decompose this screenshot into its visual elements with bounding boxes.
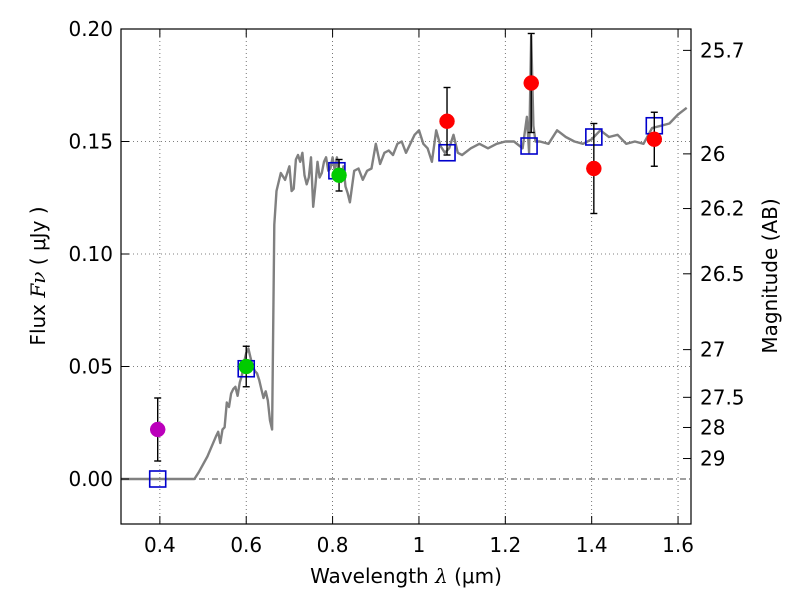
y2-tick-label: 26.5 [700, 262, 745, 286]
y2-tick-label: 27 [700, 338, 725, 362]
x-tick-label: 1 [413, 533, 426, 557]
plot-area [121, 29, 691, 524]
y2-tick-label: 25.7 [700, 38, 745, 62]
model-photometry-square [148, 470, 167, 488]
x-tick-label: 0.8 [317, 533, 349, 557]
x-tick-label: 1.2 [489, 533, 521, 557]
observed-red-point [646, 131, 663, 147]
y2-tick-label: 29 [700, 447, 725, 471]
observed-green-point [331, 167, 347, 183]
x-axis-label: Wavelength λ (μm) [310, 564, 502, 588]
plot-frame [120, 28, 692, 525]
y-tick-label: 0.05 [68, 355, 113, 379]
observed-violet-point [149, 421, 166, 438]
y2-tick-label: 28 [700, 415, 725, 439]
y-tick-label: 0.20 [68, 17, 113, 41]
y2-tick-label: 27.5 [700, 385, 745, 409]
observed-red-point [523, 75, 539, 91]
y-tick-label: 0.15 [68, 130, 113, 154]
x-tick-label: 0.6 [230, 533, 262, 557]
series-layer [121, 32, 688, 488]
observed-green-point [238, 358, 254, 375]
y2-tick-label: 26 [700, 142, 725, 166]
y-axis-label: Flux Fν ( μJy ) [26, 206, 50, 345]
y-tick-label: 0.10 [68, 242, 113, 266]
y2-tick-label: 26.2 [700, 197, 745, 221]
x-tick-label: 0.4 [144, 533, 176, 557]
x-tick-label: 1.6 [662, 533, 694, 557]
observed-red-point [586, 160, 602, 177]
y-tick-label: 0.00 [68, 467, 113, 491]
axis-ticks: 0.4 0.6 0.8 1 1.2 1.4 1.6 0.00 0.05 0.10 0.15 0.20 2… [68, 17, 744, 557]
observed-red-point [439, 113, 455, 129]
y2-axis-label: Magnitude (AB) [758, 198, 782, 353]
model-photometry-square [520, 137, 538, 155]
x-tick-label: 1.4 [576, 533, 608, 557]
